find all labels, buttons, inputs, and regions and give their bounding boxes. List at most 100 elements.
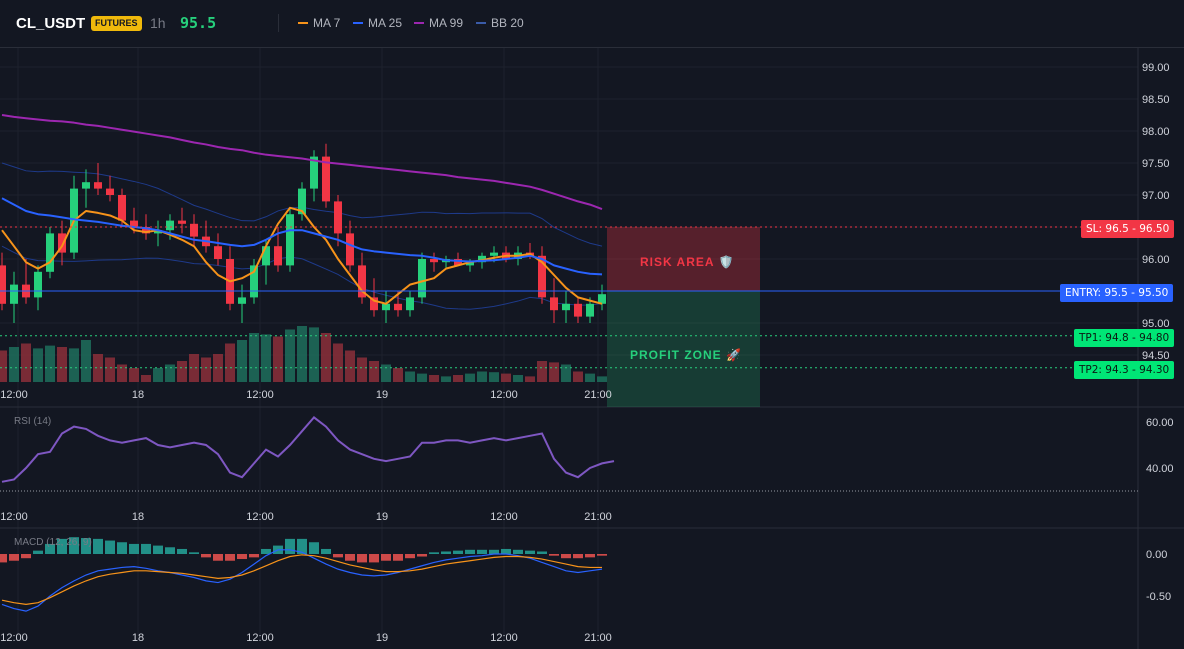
macd-pane: 0.00 -0.50	[0, 537, 1171, 612]
volume-bar	[405, 371, 415, 382]
macd-histogram-bar	[573, 554, 583, 559]
volume-bar	[141, 375, 151, 382]
price-tick-label: 95.00	[1142, 318, 1170, 330]
macd-histogram-bar	[417, 554, 427, 557]
volume-bar	[513, 375, 523, 382]
candle	[82, 182, 90, 189]
profit-zone	[607, 291, 760, 407]
volume-bar	[201, 357, 211, 382]
macd-histogram-bar	[549, 554, 559, 556]
price-tick-label: 98.50	[1142, 94, 1170, 106]
candle	[106, 188, 114, 195]
time-tick-label: 18	[132, 511, 144, 523]
volume-bar	[321, 333, 331, 382]
macd-histogram-bar	[561, 554, 571, 559]
risk-area	[607, 227, 760, 291]
macd-histogram-bar	[81, 538, 91, 554]
volume-bar	[237, 340, 247, 382]
volume-bar	[0, 350, 7, 382]
candle	[382, 303, 390, 311]
macd-histogram-bar	[501, 548, 511, 554]
moving-averages	[1, 114, 603, 305]
entry-label: ENTRY: 95.5 - 95.50	[1060, 284, 1174, 302]
macd-histogram-bar	[105, 540, 115, 554]
ma25-line	[1, 197, 603, 276]
time-tick-label: 12:00	[490, 511, 518, 523]
volume-bar	[93, 354, 103, 382]
candle	[370, 297, 378, 311]
time-tick-label: 19	[376, 389, 388, 401]
volume-bar	[297, 326, 307, 382]
stop-loss-label: SL: 96.5 - 96.50	[1081, 220, 1175, 238]
chart-header: CL_USDT FUTURES 1h 95.5 MA 7 MA 25 MA 99…	[0, 0, 1184, 48]
candle	[430, 259, 438, 263]
volume-bar	[45, 345, 55, 382]
price-tick-label: 97.00	[1142, 190, 1170, 202]
candle	[0, 265, 6, 304]
candle	[274, 246, 282, 266]
legend-ma99[interactable]: MA 99	[414, 16, 463, 30]
legend-bb20[interactable]: BB 20	[476, 16, 524, 30]
volume-bar	[213, 354, 223, 382]
symbol-name[interactable]: CL_USDT	[16, 15, 86, 32]
time-tick-label: 18	[132, 632, 144, 644]
ma99-swatch	[414, 21, 424, 24]
candle	[550, 297, 558, 311]
volume-bar	[465, 373, 475, 382]
macd-signal-line	[1, 554, 602, 606]
macd-line	[1, 549, 603, 612]
candle	[142, 227, 150, 234]
volume-bar	[345, 350, 355, 382]
candle	[166, 220, 174, 231]
volume-bar	[105, 357, 115, 382]
candle	[10, 284, 18, 304]
time-tick-label: 21:00	[584, 389, 612, 401]
ma99-line	[1, 114, 603, 211]
legend-bb20-label: BB 20	[491, 16, 524, 30]
macd-histogram-bar	[21, 554, 31, 559]
macd-histogram-bar	[153, 545, 163, 554]
candle	[178, 220, 186, 224]
legend-ma25[interactable]: MA 25	[353, 16, 402, 30]
volume-bars	[0, 326, 607, 382]
interval-selector[interactable]: 1h	[150, 15, 166, 31]
macd-histogram-bar	[441, 551, 451, 554]
candle	[286, 214, 294, 266]
macd-histogram-bar	[405, 554, 415, 559]
time-tick-label: 21:00	[584, 632, 612, 644]
candle	[310, 156, 318, 189]
candle	[538, 255, 546, 298]
ma7-line	[1, 206, 603, 305]
volume-bar	[117, 364, 127, 382]
level-lines	[0, 226, 1138, 369]
candle	[58, 233, 66, 253]
macd-histogram-bar	[345, 554, 355, 561]
time-tick-label: 12:00	[246, 389, 274, 401]
candle	[586, 303, 594, 317]
candle	[454, 259, 462, 266]
trade-zones	[607, 227, 760, 407]
macd-histogram-bar	[93, 538, 103, 554]
volume-bar	[549, 362, 559, 382]
candle	[334, 201, 342, 234]
macd-histogram-bar	[117, 542, 127, 554]
macd-histogram-bar	[429, 552, 439, 554]
macd-histogram-bar	[249, 554, 259, 558]
price-tick-label: 94.50	[1142, 350, 1170, 362]
volume-bar	[525, 376, 535, 382]
candle	[394, 303, 402, 311]
time-tick-label: 18	[132, 389, 144, 401]
macd-histogram-bar	[453, 550, 463, 554]
legend-ma7[interactable]: MA 7	[298, 16, 340, 30]
volume-bar	[81, 340, 91, 382]
price-tick-label: 98.00	[1142, 126, 1170, 138]
macd-histogram-bar	[297, 538, 307, 554]
time-tick-label: 12:00	[0, 389, 28, 401]
candle	[238, 297, 246, 304]
volume-bar	[57, 347, 67, 382]
candle	[118, 195, 126, 221]
volume-bar	[561, 364, 571, 382]
candle	[562, 303, 570, 311]
macd-histogram-bar	[585, 554, 595, 558]
